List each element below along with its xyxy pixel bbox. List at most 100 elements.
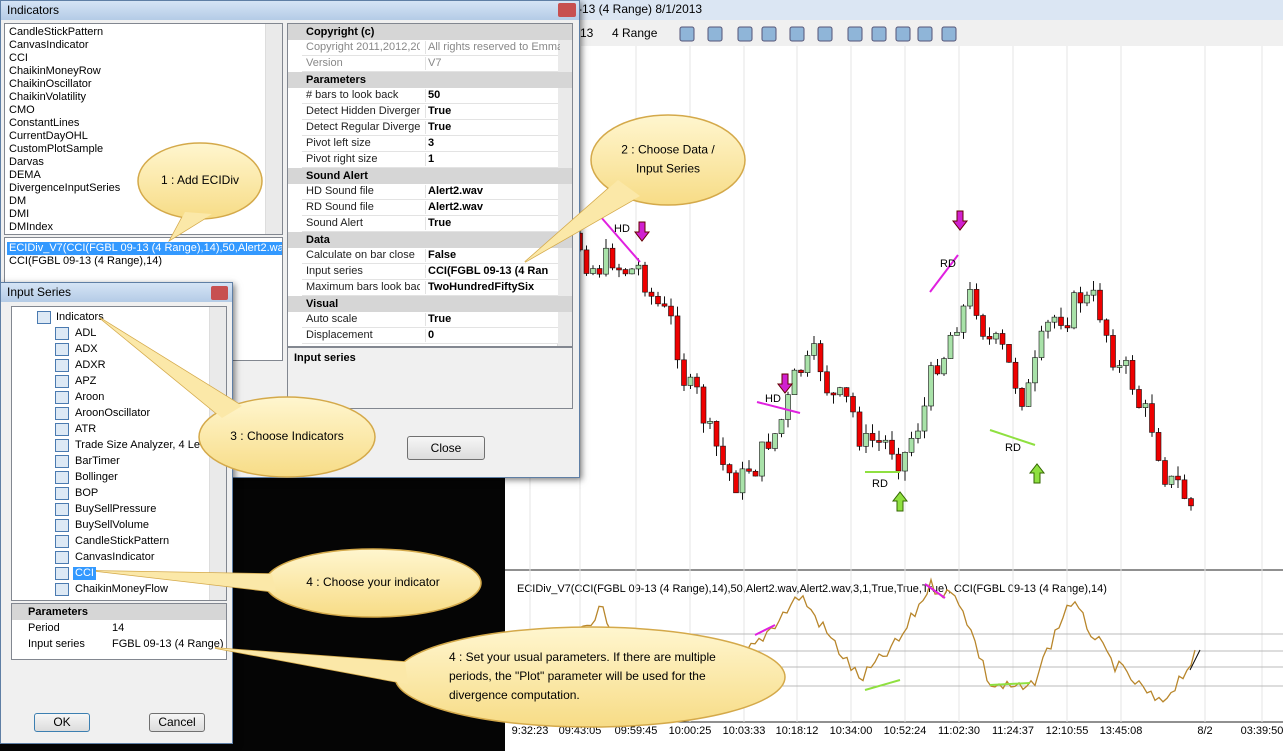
candle xyxy=(986,336,993,340)
list-item[interactable]: CMO xyxy=(9,104,35,116)
property-row[interactable] xyxy=(302,104,558,120)
candle xyxy=(635,264,642,270)
property-row[interactable] xyxy=(302,184,558,200)
candle xyxy=(1032,357,1038,384)
list-item[interactable]: CurrentDayOHL xyxy=(9,130,88,142)
parameter-name: Input series xyxy=(28,638,85,650)
tree-item[interactable]: CCI xyxy=(73,567,96,580)
property-value: 1 xyxy=(425,153,560,166)
ok-button[interactable]: OK xyxy=(34,713,90,732)
candle xyxy=(759,441,765,477)
tree-item[interactable]: Aroon xyxy=(75,391,105,403)
description-box: Input series xyxy=(287,347,573,409)
candle xyxy=(876,440,882,443)
tree-item[interactable]: AroonOscillator xyxy=(75,407,151,419)
section-header: Visual xyxy=(288,296,572,312)
property-row[interactable] xyxy=(302,248,558,264)
close-x[interactable] xyxy=(558,3,576,17)
property-row[interactable] xyxy=(302,312,558,328)
list-item[interactable]: DMIndex xyxy=(9,221,54,233)
divergence-marker: HD xyxy=(765,393,781,405)
property-row[interactable] xyxy=(302,88,558,104)
tree-item[interactable]: ADL xyxy=(75,327,97,339)
property-row[interactable] xyxy=(302,152,558,168)
cancel-button[interactable]: Cancel xyxy=(149,713,205,732)
indicator-tree[interactable]: Indicators ADL ADX ADXR APZ Aroon AroonOscilla… xyxy=(11,306,227,601)
list-item[interactable]: ChaikinMoneyRow xyxy=(9,65,101,77)
tree-item[interactable]: CanvasIndicator xyxy=(75,551,155,563)
list-item[interactable]: DMI xyxy=(9,208,30,220)
property-row[interactable] xyxy=(302,216,558,232)
tree-item[interactable]: BOP xyxy=(75,487,99,499)
tree-item[interactable]: Bollinger xyxy=(75,471,118,483)
divergence-marker: RD xyxy=(872,478,888,490)
list-item[interactable]: CanvasIndicator xyxy=(9,39,89,51)
section-header: Parameters xyxy=(12,604,226,620)
candle xyxy=(1188,498,1194,507)
property-row[interactable] xyxy=(302,200,558,216)
indicator-icon xyxy=(55,343,69,356)
indicator-icon xyxy=(55,423,69,436)
close-button[interactable]: Close xyxy=(407,436,485,460)
tree-item[interactable]: ADXR xyxy=(75,359,106,371)
candle xyxy=(954,331,960,336)
applied-item[interactable]: CCI(FGBL 09-13 (4 Range),14) xyxy=(9,255,163,267)
available-list[interactable]: CandleStickPattern CanvasIndicator CCI Chai… xyxy=(4,23,283,235)
property-value: All rights reserved to Emmar xyxy=(425,41,560,54)
candle xyxy=(681,359,687,386)
tree-item[interactable]: ChaikinMoneyFlow xyxy=(75,583,168,595)
tree-item[interactable]: ADX xyxy=(75,343,98,355)
candle xyxy=(707,421,713,424)
list-item[interactable]: CustomPlotSample xyxy=(9,143,104,155)
list-item[interactable]: ChaikinVolatility xyxy=(9,91,87,103)
list-item[interactable]: CandleStickPattern xyxy=(9,26,104,38)
list-item[interactable]: Darvas xyxy=(9,156,44,168)
title-bar: Indicators xyxy=(1,1,579,20)
toolbar-period[interactable]: 4 Range xyxy=(612,26,658,40)
candle xyxy=(752,470,759,477)
list-item[interactable]: DivergenceInputSeries xyxy=(9,182,121,194)
tree-item[interactable]: Trade Size Analyzer, 4 Lev xyxy=(75,439,206,451)
indicator-icon xyxy=(55,375,69,388)
tree-item[interactable]: APZ xyxy=(75,375,97,387)
candle xyxy=(1142,403,1149,408)
list-item[interactable]: DEMA xyxy=(9,169,41,181)
tree-item[interactable]: ATR xyxy=(75,423,97,435)
property-value: True xyxy=(425,313,560,326)
tree-item[interactable]: BuySellPressure xyxy=(75,503,157,515)
candle xyxy=(629,268,635,275)
toolbar-icon xyxy=(761,26,777,42)
property-row[interactable] xyxy=(302,136,558,152)
property-row[interactable] xyxy=(302,120,558,136)
tree-item[interactable]: CandleStickPattern xyxy=(75,535,170,547)
property-row[interactable] xyxy=(302,40,558,56)
toolbar-icon xyxy=(895,26,911,42)
property-value: V7 xyxy=(425,57,560,70)
property-row[interactable] xyxy=(302,56,558,72)
candle xyxy=(843,387,850,397)
tree-item[interactable]: BarTimer xyxy=(75,455,120,467)
list-item[interactable]: CCI xyxy=(9,52,28,64)
tree-item[interactable]: BuySellVolume xyxy=(75,519,149,531)
section-header: Parameters xyxy=(288,72,572,88)
close-x[interactable] xyxy=(211,286,228,300)
property-row[interactable] xyxy=(302,328,558,344)
property-row[interactable] xyxy=(302,264,558,280)
property-row[interactable] xyxy=(302,280,558,296)
time-label: 11:02:30 xyxy=(938,725,980,737)
property-name: Pivot left size xyxy=(306,137,371,149)
time-label: 10:18:12 xyxy=(776,725,819,737)
list-item[interactable]: ConstantLines xyxy=(9,117,80,129)
divergence-marker: RD xyxy=(940,258,956,270)
applied-item[interactable]: ECIDiv_V7(CCI(FGBL 09-13 (4 Range),14),5… xyxy=(7,242,282,255)
candle xyxy=(1084,294,1090,304)
list-item[interactable]: ChaikinOscillator xyxy=(9,78,92,90)
list-item[interactable]: DM xyxy=(9,195,27,207)
candle xyxy=(973,289,980,316)
toolbar-instrument[interactable]: 13 xyxy=(580,26,594,40)
property-name: Input series xyxy=(306,265,363,277)
candle xyxy=(837,387,843,396)
time-label: 10:00:25 xyxy=(669,725,712,737)
candle xyxy=(674,315,681,361)
tree-root[interactable]: Indicators xyxy=(56,311,104,323)
